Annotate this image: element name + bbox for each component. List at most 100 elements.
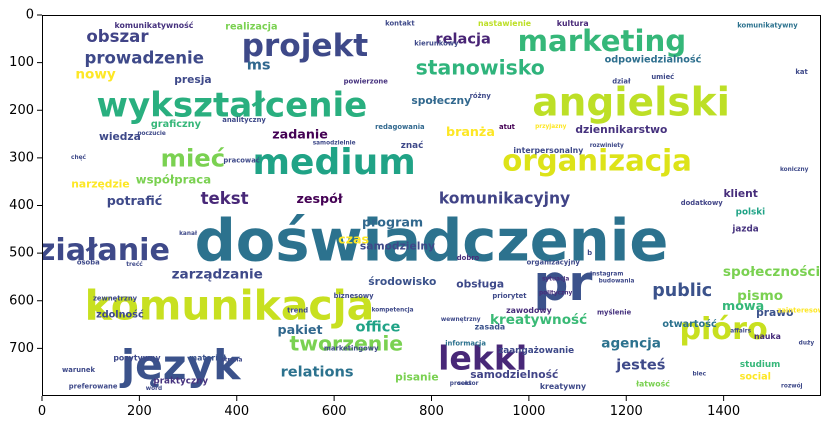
word-47: społecznościowy	[723, 264, 831, 280]
word-85: marketingowy	[324, 344, 379, 352]
word-89: wewnętrzny	[441, 317, 481, 323]
word-91: polityczny	[539, 291, 573, 297]
word-50: otwartość	[662, 318, 717, 330]
word-23: relacja	[435, 30, 490, 47]
word-cloud: doświadczenie komunikacja język angielski me…	[16, 19, 831, 392]
word-108: biec	[693, 372, 707, 378]
word-57: graficzny	[151, 119, 202, 130]
word-3: angielski	[532, 81, 730, 126]
word-92: zewnętrzny	[93, 294, 138, 302]
word-17: komunikacyjny	[439, 189, 570, 207]
word-59: potrafić	[107, 193, 163, 208]
word-6: organizacja	[502, 143, 692, 177]
word-15: tworzenie	[289, 332, 403, 356]
word-106: rozwój	[781, 382, 803, 389]
word-7: pr	[534, 256, 593, 312]
word-18: public	[652, 281, 712, 301]
word-77: redagowania	[375, 123, 425, 131]
x-tick-label-4: 800	[419, 404, 444, 419]
word-103: dział	[612, 78, 631, 86]
x-tick-label-1: 200	[127, 404, 152, 419]
x-tick-label-5: 1000	[512, 404, 545, 419]
word-30: program	[362, 215, 423, 230]
word-79: atut	[499, 123, 516, 131]
word-74: kreatywny	[540, 382, 586, 391]
word-37: agencja	[601, 336, 661, 352]
word-10: marketing	[518, 24, 687, 58]
word-94: trećć	[126, 261, 143, 268]
word-104: umieć	[651, 73, 674, 81]
word-70: materiał	[189, 353, 227, 362]
word-101: powierzone	[344, 78, 389, 86]
word-95: warunek	[62, 366, 96, 374]
word-124: proces	[450, 381, 472, 387]
word-97: chęć	[71, 154, 86, 161]
word-54: jazda	[731, 224, 758, 234]
word-81: dobro	[457, 254, 480, 262]
word-112: poczucie	[137, 131, 165, 137]
x-tick-label-7: 1400	[707, 404, 740, 419]
word-25: społeczny	[411, 94, 471, 107]
word-46: mowa	[722, 298, 764, 313]
word-2: język	[119, 341, 241, 389]
word-123: strona	[221, 357, 242, 363]
word-78: znać	[401, 140, 424, 151]
word-93: osoba	[77, 259, 100, 267]
word-122: word	[146, 386, 162, 392]
word-99: analityczny	[222, 116, 266, 124]
word-98: pracować	[223, 156, 259, 164]
word-84: trend	[287, 306, 308, 314]
word-14: mieć	[161, 143, 226, 172]
word-61: komunikatywność	[115, 21, 194, 30]
word-34: office	[356, 318, 401, 335]
word-113: kanał	[179, 231, 198, 237]
word-115: samodzielnie	[313, 141, 356, 147]
word-56: wiedza	[99, 130, 141, 143]
word-68: zdolność	[96, 309, 144, 321]
word-8: lekki	[438, 338, 527, 377]
word-67: samodzielny	[360, 239, 435, 252]
word-119: instagram	[590, 272, 623, 278]
word-82: organizacyjny	[527, 259, 581, 267]
word-49: social	[740, 371, 771, 382]
word-21: ms	[247, 57, 271, 74]
word-65: komunikatywny	[737, 21, 798, 29]
word-105: kat	[795, 68, 808, 76]
word-116: rozwiniety	[590, 143, 624, 149]
word-42: branża	[446, 124, 495, 139]
word-62: kultura	[557, 19, 589, 28]
word-109: sektor	[458, 381, 479, 387]
word-16: kreatywność	[490, 312, 587, 328]
x-tick-label-0: 0	[38, 404, 46, 419]
word-86: informacja	[445, 340, 486, 348]
word-60: realizacja	[225, 21, 277, 32]
word-71: praktyczny	[153, 377, 208, 387]
word-29: zespół	[296, 191, 342, 206]
y-tick-label-4: 400	[9, 198, 34, 213]
word-44: klient	[723, 187, 757, 200]
word-41: zaangażowanie	[498, 346, 574, 356]
word-80: przyjazny	[535, 124, 567, 130]
word-51: nauka	[754, 332, 781, 341]
word-4: medium	[253, 142, 416, 183]
word-35: pakiet	[277, 322, 322, 337]
word-45: pismo	[737, 288, 783, 304]
word-52: studium	[740, 360, 780, 370]
y-tick-label-2: 200	[9, 103, 34, 118]
word-83: biznesowy	[334, 292, 375, 300]
y-tick-label-3: 300	[9, 150, 34, 165]
word-27: zadanie	[272, 127, 328, 142]
word-40: pisanie	[395, 370, 438, 383]
word-88: myślenie	[597, 309, 632, 317]
y-axis: 0 100 200 300 400 500 600 700	[9, 8, 42, 356]
word-102: kierunkowy	[414, 40, 459, 48]
word-100: presja	[174, 73, 211, 86]
y-tick-label-7: 700	[9, 341, 34, 356]
word-28: współpraca	[136, 172, 211, 186]
word-11: działanie	[16, 233, 170, 268]
word-76: interpersonalny	[513, 146, 583, 155]
word-53: polski	[736, 208, 765, 218]
word-66: czas	[338, 231, 369, 246]
word-96: preferowane	[69, 382, 118, 390]
